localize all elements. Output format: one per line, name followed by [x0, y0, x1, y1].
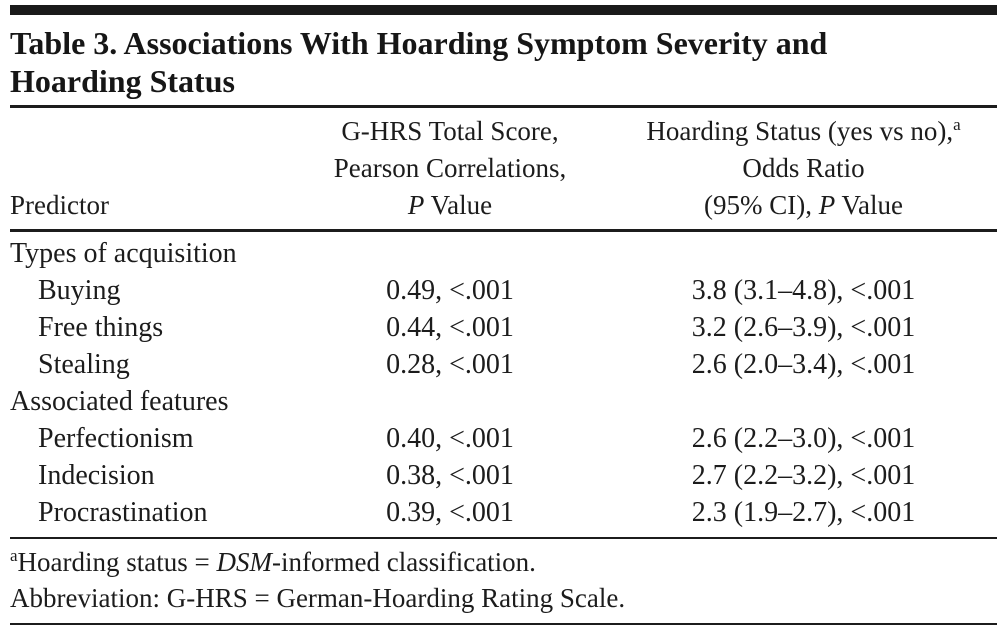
section-header-row: Associated features [10, 383, 997, 420]
table-row: Perfectionism 0.40, <.001 2.6 (2.2–3.0),… [10, 420, 997, 457]
body-footnote-divider-rule [10, 537, 997, 539]
odds-ratio-cell: 2.7 (2.2–3.2), <.001 [691, 460, 916, 491]
table-row: Free things 0.44, <.001 3.2 (2.6–3.9), <… [10, 309, 997, 346]
odds-ratio-cell: 2.6 (2.0–3.4), <.001 [691, 349, 916, 380]
column-header-ghrs-total-score: G-HRS Total Score, Pearson Correlations,… [333, 116, 567, 220]
table-title: Table 3. Associations With Hoarding Symp… [10, 25, 828, 99]
table-header-row: Predictor G-HRS Total Score, Pearson Cor… [10, 108, 997, 229]
section-header: Associated features [10, 386, 229, 417]
column-header-predictor: Predictor [10, 190, 109, 220]
correlation-cell: 0.39, <.001 [386, 497, 514, 528]
predictor-cell: Stealing [38, 349, 130, 380]
table-top-rule [10, 5, 997, 15]
odds-ratio-cell: 3.2 (2.6–3.9), <.001 [691, 312, 916, 343]
table-row: Buying 0.49, <.001 3.8 (3.1–4.8), <.001 [10, 272, 997, 309]
footnote-a: aHoarding status = DSM-informed classifi… [10, 546, 536, 577]
section-header: Types of acquisition [10, 238, 237, 269]
table-body: Types of acquisition Buying 0.49, <.001 … [10, 232, 997, 531]
predictor-cell: Buying [38, 275, 121, 306]
table-row: Indecision 0.38, <.001 2.7 (2.2–3.2), <.… [10, 457, 997, 494]
footnote-abbreviation: Abbreviation: G-HRS = German-Hoarding Ra… [10, 583, 626, 613]
italic-p: P [818, 190, 836, 220]
table-row: Procrastination 0.39, <.001 2.3 (1.9–2.7… [10, 494, 997, 531]
predictor-cell: Free things [38, 312, 164, 343]
odds-ratio-cell: 2.3 (1.9–2.7), <.001 [691, 497, 916, 528]
italic-p: P [407, 190, 425, 220]
table-footnotes: aHoarding status = DSM-informed classifi… [10, 539, 997, 616]
predictor-cell: Procrastination [38, 497, 208, 528]
predictor-cell: Indecision [38, 460, 155, 491]
table-row: Stealing 0.28, <.001 2.6 (2.0–3.4), <.00… [10, 346, 997, 383]
table-bottom-rule [10, 623, 997, 625]
italic-dsm: DSM [216, 547, 273, 577]
correlation-cell: 0.40, <.001 [386, 423, 514, 454]
footnote-marker-a: a [10, 546, 18, 565]
journal-table-page: Table 3. Associations With Hoarding Symp… [0, 5, 1007, 637]
section-header-row: Types of acquisition [10, 235, 997, 272]
predictor-cell: Perfectionism [38, 423, 194, 454]
correlation-cell: 0.28, <.001 [386, 349, 514, 380]
odds-ratio-cell: 3.8 (3.1–4.8), <.001 [691, 275, 916, 306]
footnote-marker-a: a [953, 115, 961, 134]
odds-ratio-cell: 2.6 (2.2–3.0), <.001 [691, 423, 916, 454]
correlation-cell: 0.38, <.001 [386, 460, 514, 491]
header-divider-rule [10, 229, 997, 232]
title-divider-rule [10, 105, 997, 108]
correlation-cell: 0.44, <.001 [386, 312, 514, 343]
column-header-hoarding-status: Hoarding Status (yes vs no),a Odds Ratio… [646, 115, 961, 220]
correlation-cell: 0.49, <.001 [386, 275, 514, 306]
